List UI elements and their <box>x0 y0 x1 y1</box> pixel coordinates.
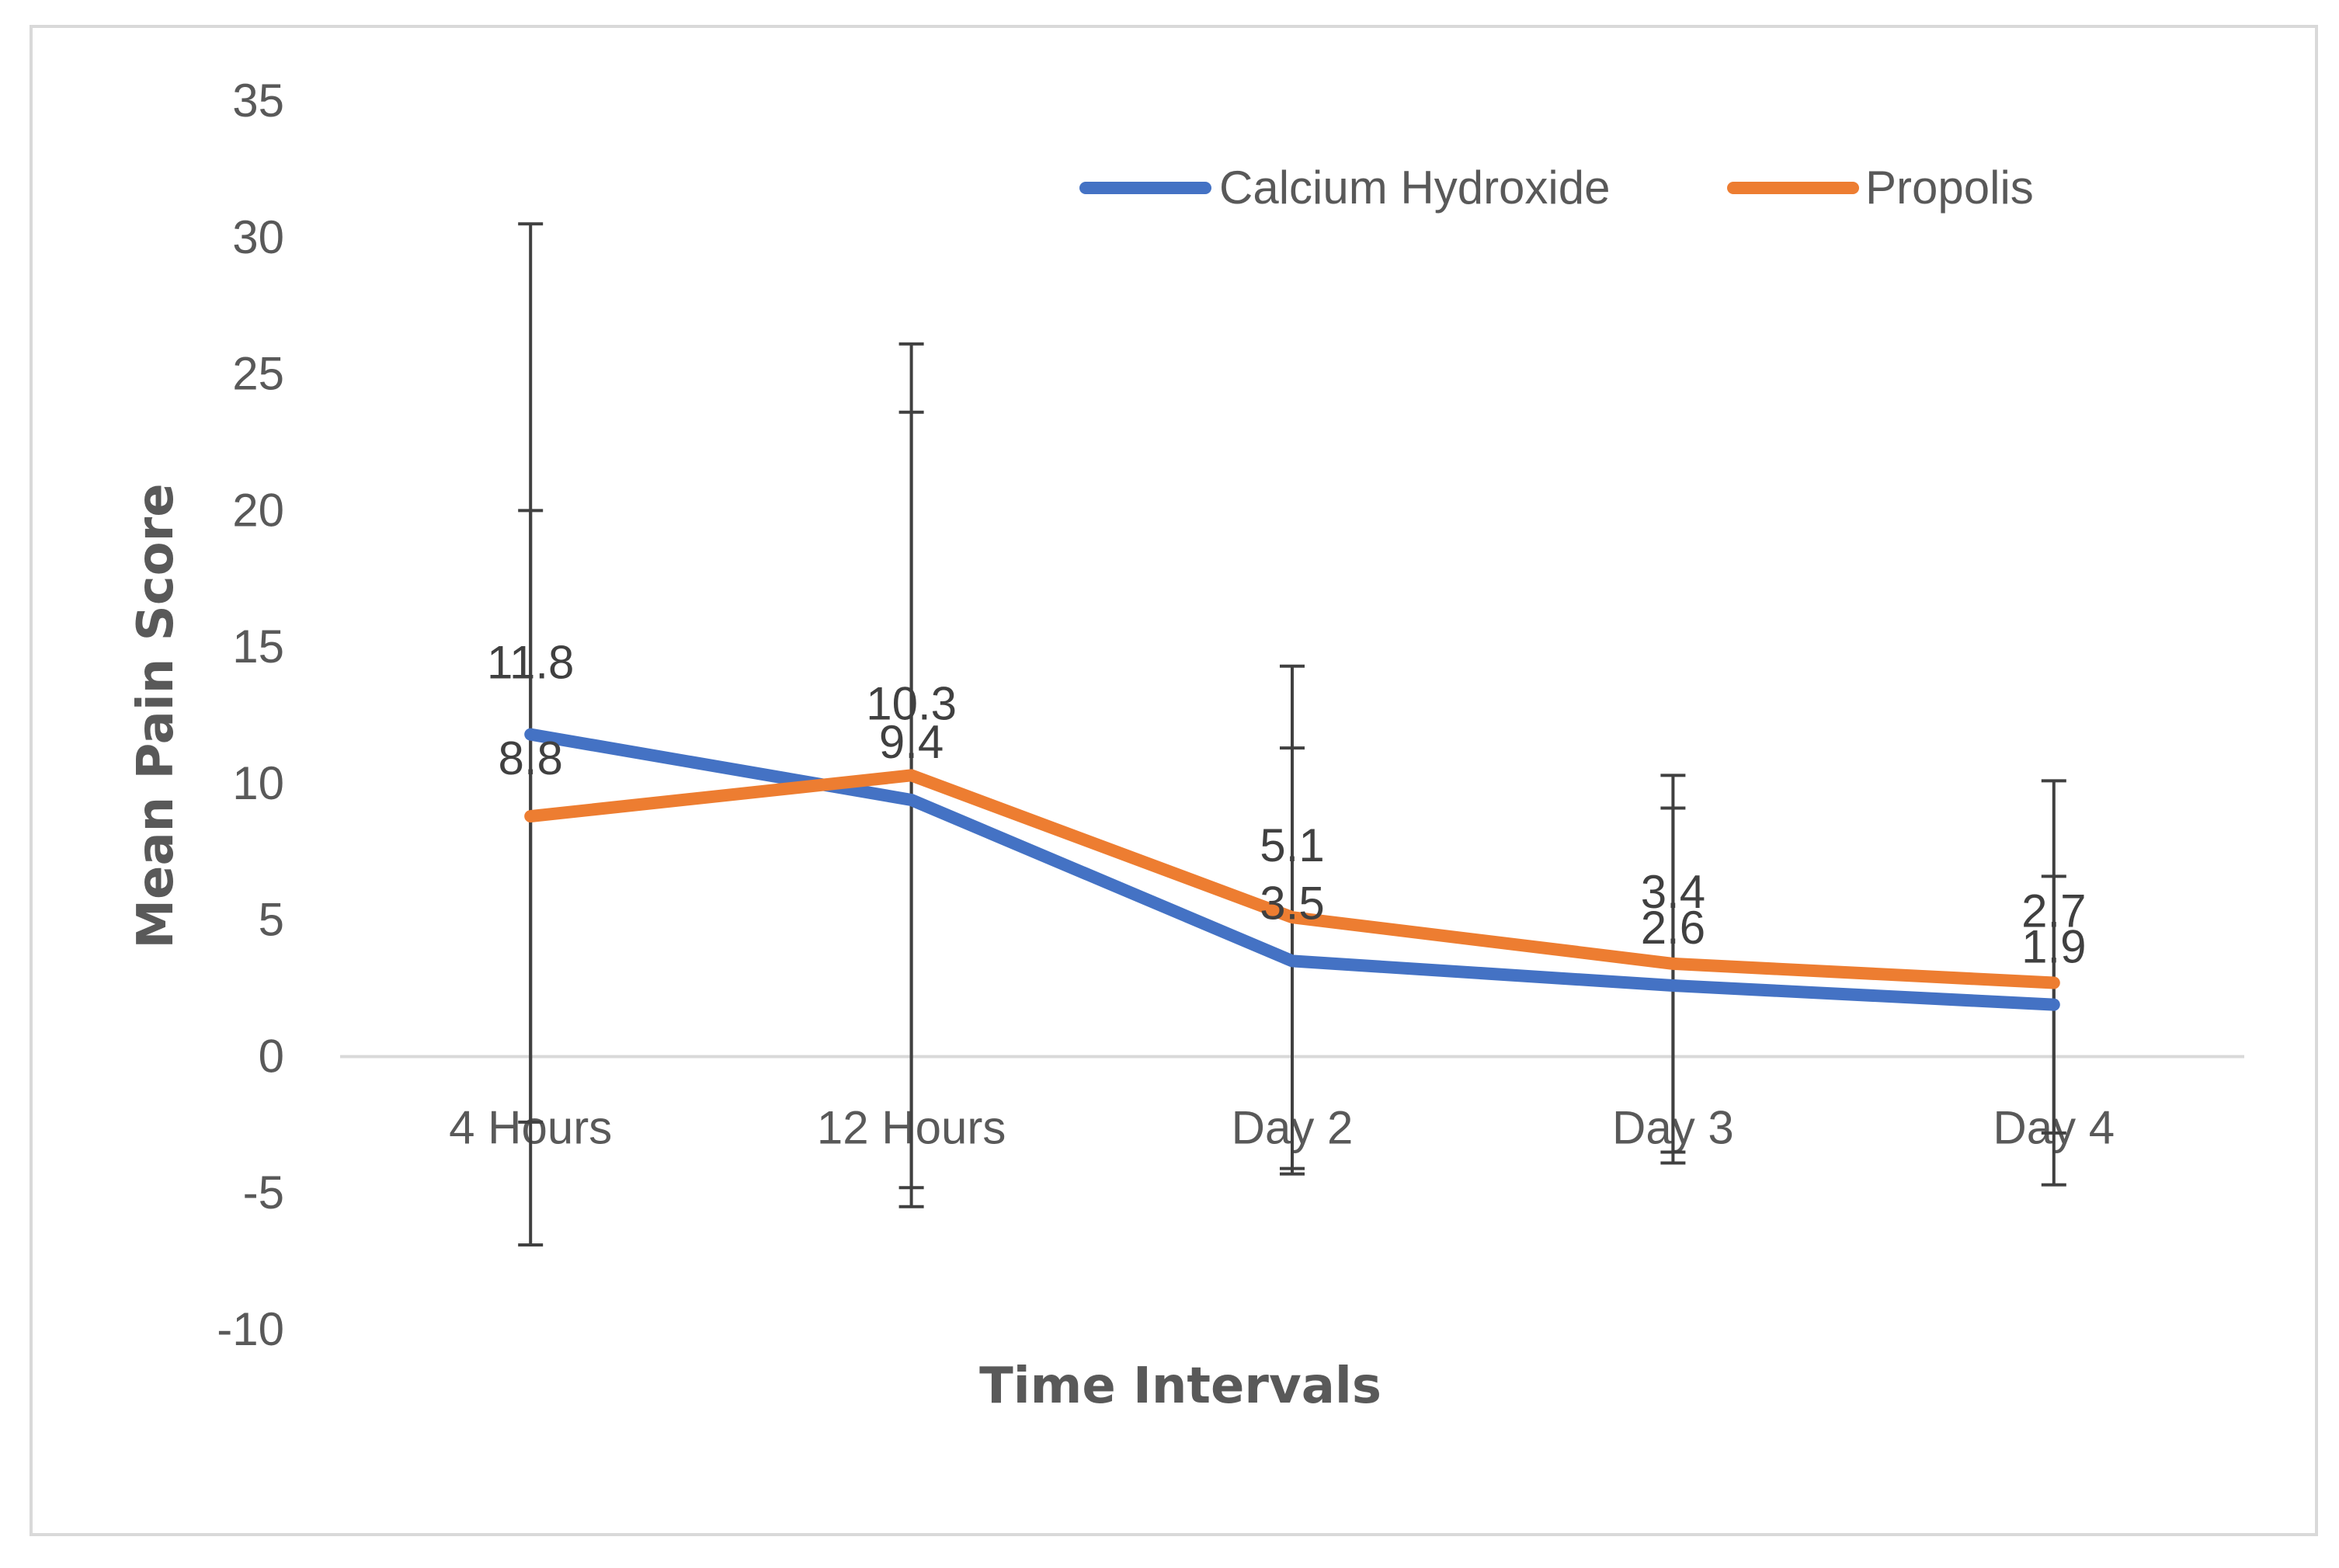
y-axis-title: Mean Pain Score <box>127 483 185 948</box>
y-tick-label: 5 <box>259 894 284 946</box>
series-line-propolis <box>524 769 2060 989</box>
data-label: 9.4 <box>879 716 944 768</box>
legend-label-calcium-hydroxide: Calcium Hydroxide <box>1219 162 1611 214</box>
y-tick-label: 35 <box>232 75 284 127</box>
y-tick-label: 0 <box>259 1030 284 1082</box>
data-label: 2.6 <box>1641 902 1705 954</box>
y-tick-label: 15 <box>232 621 284 673</box>
data-label: 3.4 <box>1641 866 1705 918</box>
data-label: 11.8 <box>487 637 574 689</box>
data-label: 2.7 <box>2021 885 2086 937</box>
legend-label-propolis: Propolis <box>1865 162 2034 214</box>
data-label: 8.8 <box>498 732 562 784</box>
series-line-calcium-hydroxide <box>524 728 2060 1011</box>
x-axis-title: Time Intervals <box>979 1358 1382 1415</box>
y-tick-label: -10 <box>217 1303 284 1355</box>
data-label: 1.9 <box>2021 921 2086 973</box>
data-label: 10.3 <box>866 677 957 729</box>
y-tick-label: 20 <box>232 484 284 536</box>
chart-border <box>30 25 2318 1536</box>
y-tick-label: 25 <box>232 348 284 400</box>
data-label: 5.1 <box>1260 819 1324 871</box>
y-tick-label: 10 <box>232 757 284 809</box>
legend: Calcium Hydroxide Propolis <box>1079 162 2034 214</box>
y-tick-label: -5 <box>243 1166 284 1219</box>
data-label: 3.5 <box>1260 877 1324 929</box>
y-tick-label: 30 <box>232 211 284 263</box>
